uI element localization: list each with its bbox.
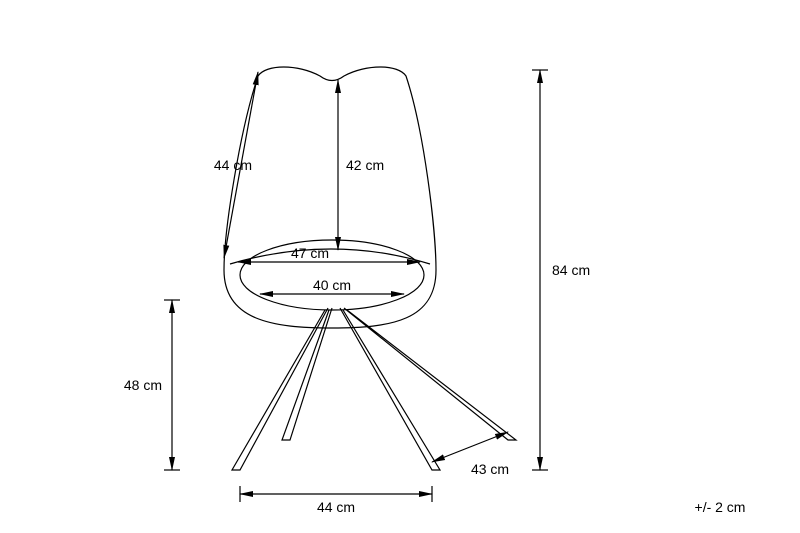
label-total_height: 84 cm <box>552 262 590 278</box>
label-seat_width_top: 47 cm <box>291 245 329 261</box>
chair-leg <box>340 308 440 470</box>
label-base_width: 44 cm <box>317 499 355 515</box>
dim-base-depth <box>432 432 508 462</box>
label-backrest_edge: 44 cm <box>214 157 252 173</box>
label-base_depth: 43 cm <box>471 461 509 477</box>
label-seat_height: 48 cm <box>124 377 162 393</box>
chair-leg <box>344 308 516 440</box>
label-backrest_height: 42 cm <box>346 157 384 173</box>
label-tolerance: +/- 2 cm <box>695 499 746 515</box>
seat-cushion <box>240 240 424 310</box>
label-seat_width_bottom: 40 cm <box>313 277 351 293</box>
chair-leg <box>232 308 328 470</box>
